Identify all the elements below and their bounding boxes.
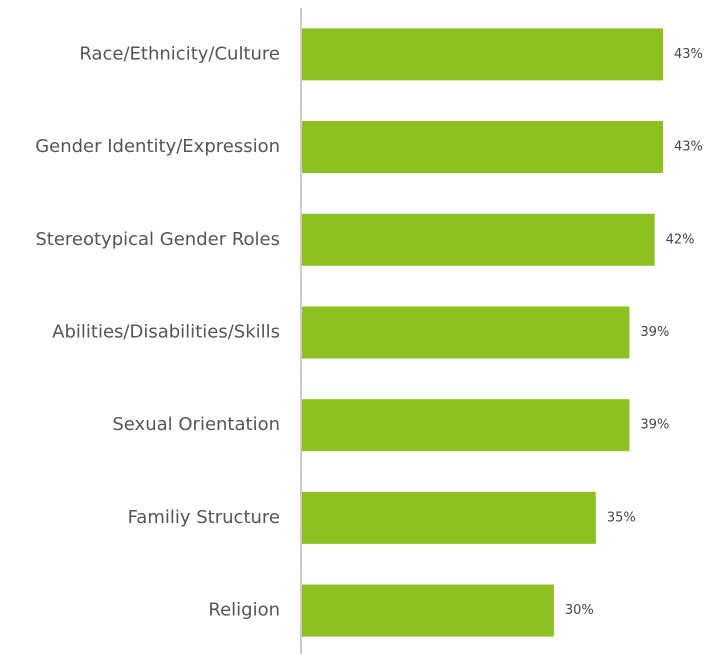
bar: [302, 28, 663, 81]
value-label: 43%: [674, 47, 703, 62]
value-label: 35%: [607, 510, 636, 525]
bar: [302, 399, 630, 452]
bar: [302, 584, 554, 637]
value-label: 39%: [640, 325, 669, 340]
category-label: Sexual Orientation: [112, 414, 280, 435]
category-label: Religion: [208, 600, 280, 621]
category-label: Race/Ethnicity/Culture: [79, 43, 280, 64]
value-label: 43%: [674, 140, 703, 155]
bar: [302, 213, 655, 266]
bar: [302, 491, 596, 544]
value-label: 30%: [565, 603, 594, 618]
bar: [302, 121, 663, 174]
value-label: 39%: [640, 418, 669, 433]
category-label: Stereotypical Gender Roles: [35, 229, 280, 250]
category-label: Familiy Structure: [128, 507, 280, 528]
category-label: Abilities/Disabilities/Skills: [52, 321, 280, 342]
bar: [302, 306, 630, 359]
category-label: Gender Identity/Expression: [35, 136, 280, 157]
value-label: 42%: [666, 232, 695, 247]
